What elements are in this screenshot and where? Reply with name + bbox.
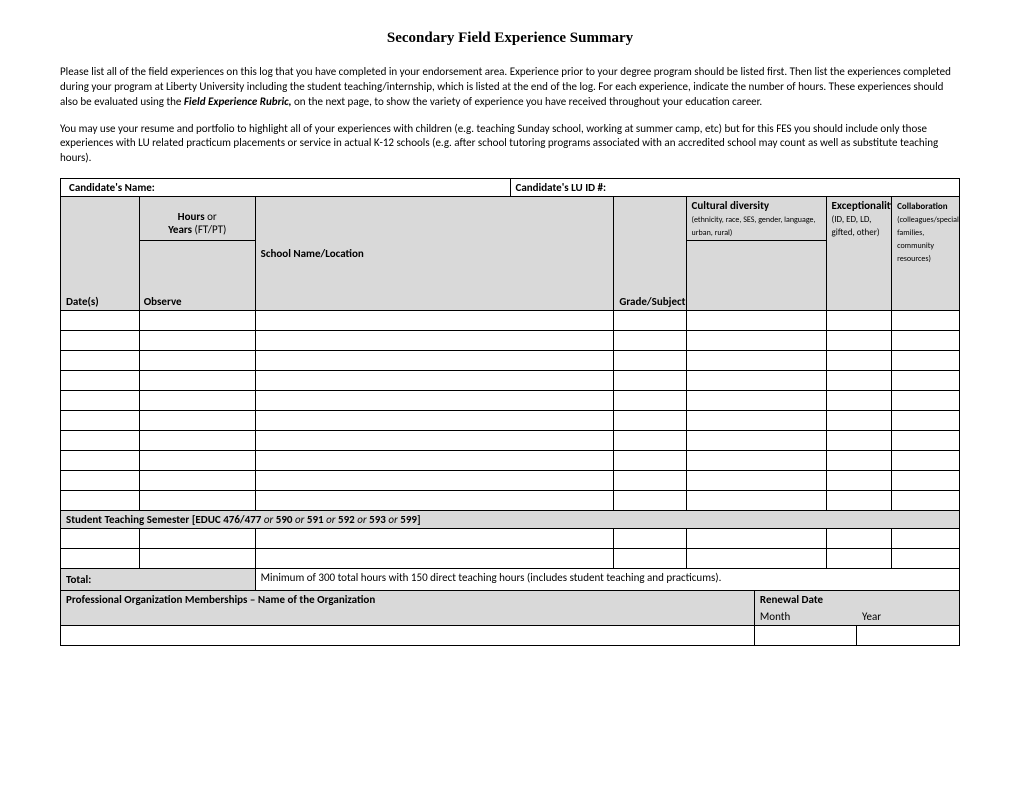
- table-row: [61, 351, 960, 371]
- renewal-year-label: Year: [857, 608, 960, 626]
- para1-rubric: Field Experience Rubric,: [184, 95, 292, 108]
- header-hours: Hours or Years (FT/PT) Observe: [139, 197, 255, 311]
- candidate-info-table: Candidate's Name: Candidate's LU ID #:: [60, 178, 960, 197]
- intro-paragraph-2: You may use your resume and portfolio to…: [60, 122, 960, 167]
- header-school: School Name/Location: [255, 197, 614, 311]
- total-label: Total:: [61, 569, 256, 591]
- header-diversity: Cultural diversity (ethnicity, race, SES…: [686, 197, 826, 241]
- table-row: [61, 451, 960, 471]
- renewal-label: Renewal Date: [754, 591, 959, 609]
- header-diversity-blank: [686, 241, 826, 311]
- table-row: [61, 431, 960, 451]
- para1-text-c: on the next page, to show the variety of…: [292, 95, 763, 108]
- intro-paragraph-1: Please list all of the field experiences…: [60, 65, 960, 110]
- table-row: [61, 391, 960, 411]
- header-grade: Grade/Subject: [614, 197, 686, 311]
- total-note: Minimum of 300 total hours with 150 dire…: [255, 569, 959, 591]
- experience-table: Date(s) Hours or Years (FT/PT) Observe S…: [60, 196, 960, 591]
- prof-org-table: Professional Organization Memberships – …: [60, 590, 960, 646]
- table-row: [61, 529, 960, 549]
- student-teaching-header: Student Teaching Semester [EDUC 476/477 …: [61, 511, 960, 529]
- table-row: [61, 331, 960, 351]
- header-except: Exceptionalities (ID, ED, LD, gifted, ot…: [826, 197, 892, 311]
- candidate-name-label: Candidate's Name:: [61, 179, 511, 197]
- header-dates: Date(s): [61, 197, 140, 311]
- table-row: [61, 371, 960, 391]
- table-row: [61, 311, 960, 331]
- table-row: [61, 626, 960, 646]
- header-collab: Collaboration (colleagues/specialists, f…: [892, 197, 960, 311]
- table-row: [61, 491, 960, 511]
- prof-org-label: Professional Organization Memberships – …: [61, 591, 755, 626]
- table-row: [61, 471, 960, 491]
- table-row: [61, 549, 960, 569]
- candidate-id-label: Candidate's LU ID #:: [510, 179, 960, 197]
- renewal-month-label: Month: [754, 608, 857, 626]
- page-title: Secondary Field Experience Summary: [60, 30, 960, 47]
- table-row: [61, 411, 960, 431]
